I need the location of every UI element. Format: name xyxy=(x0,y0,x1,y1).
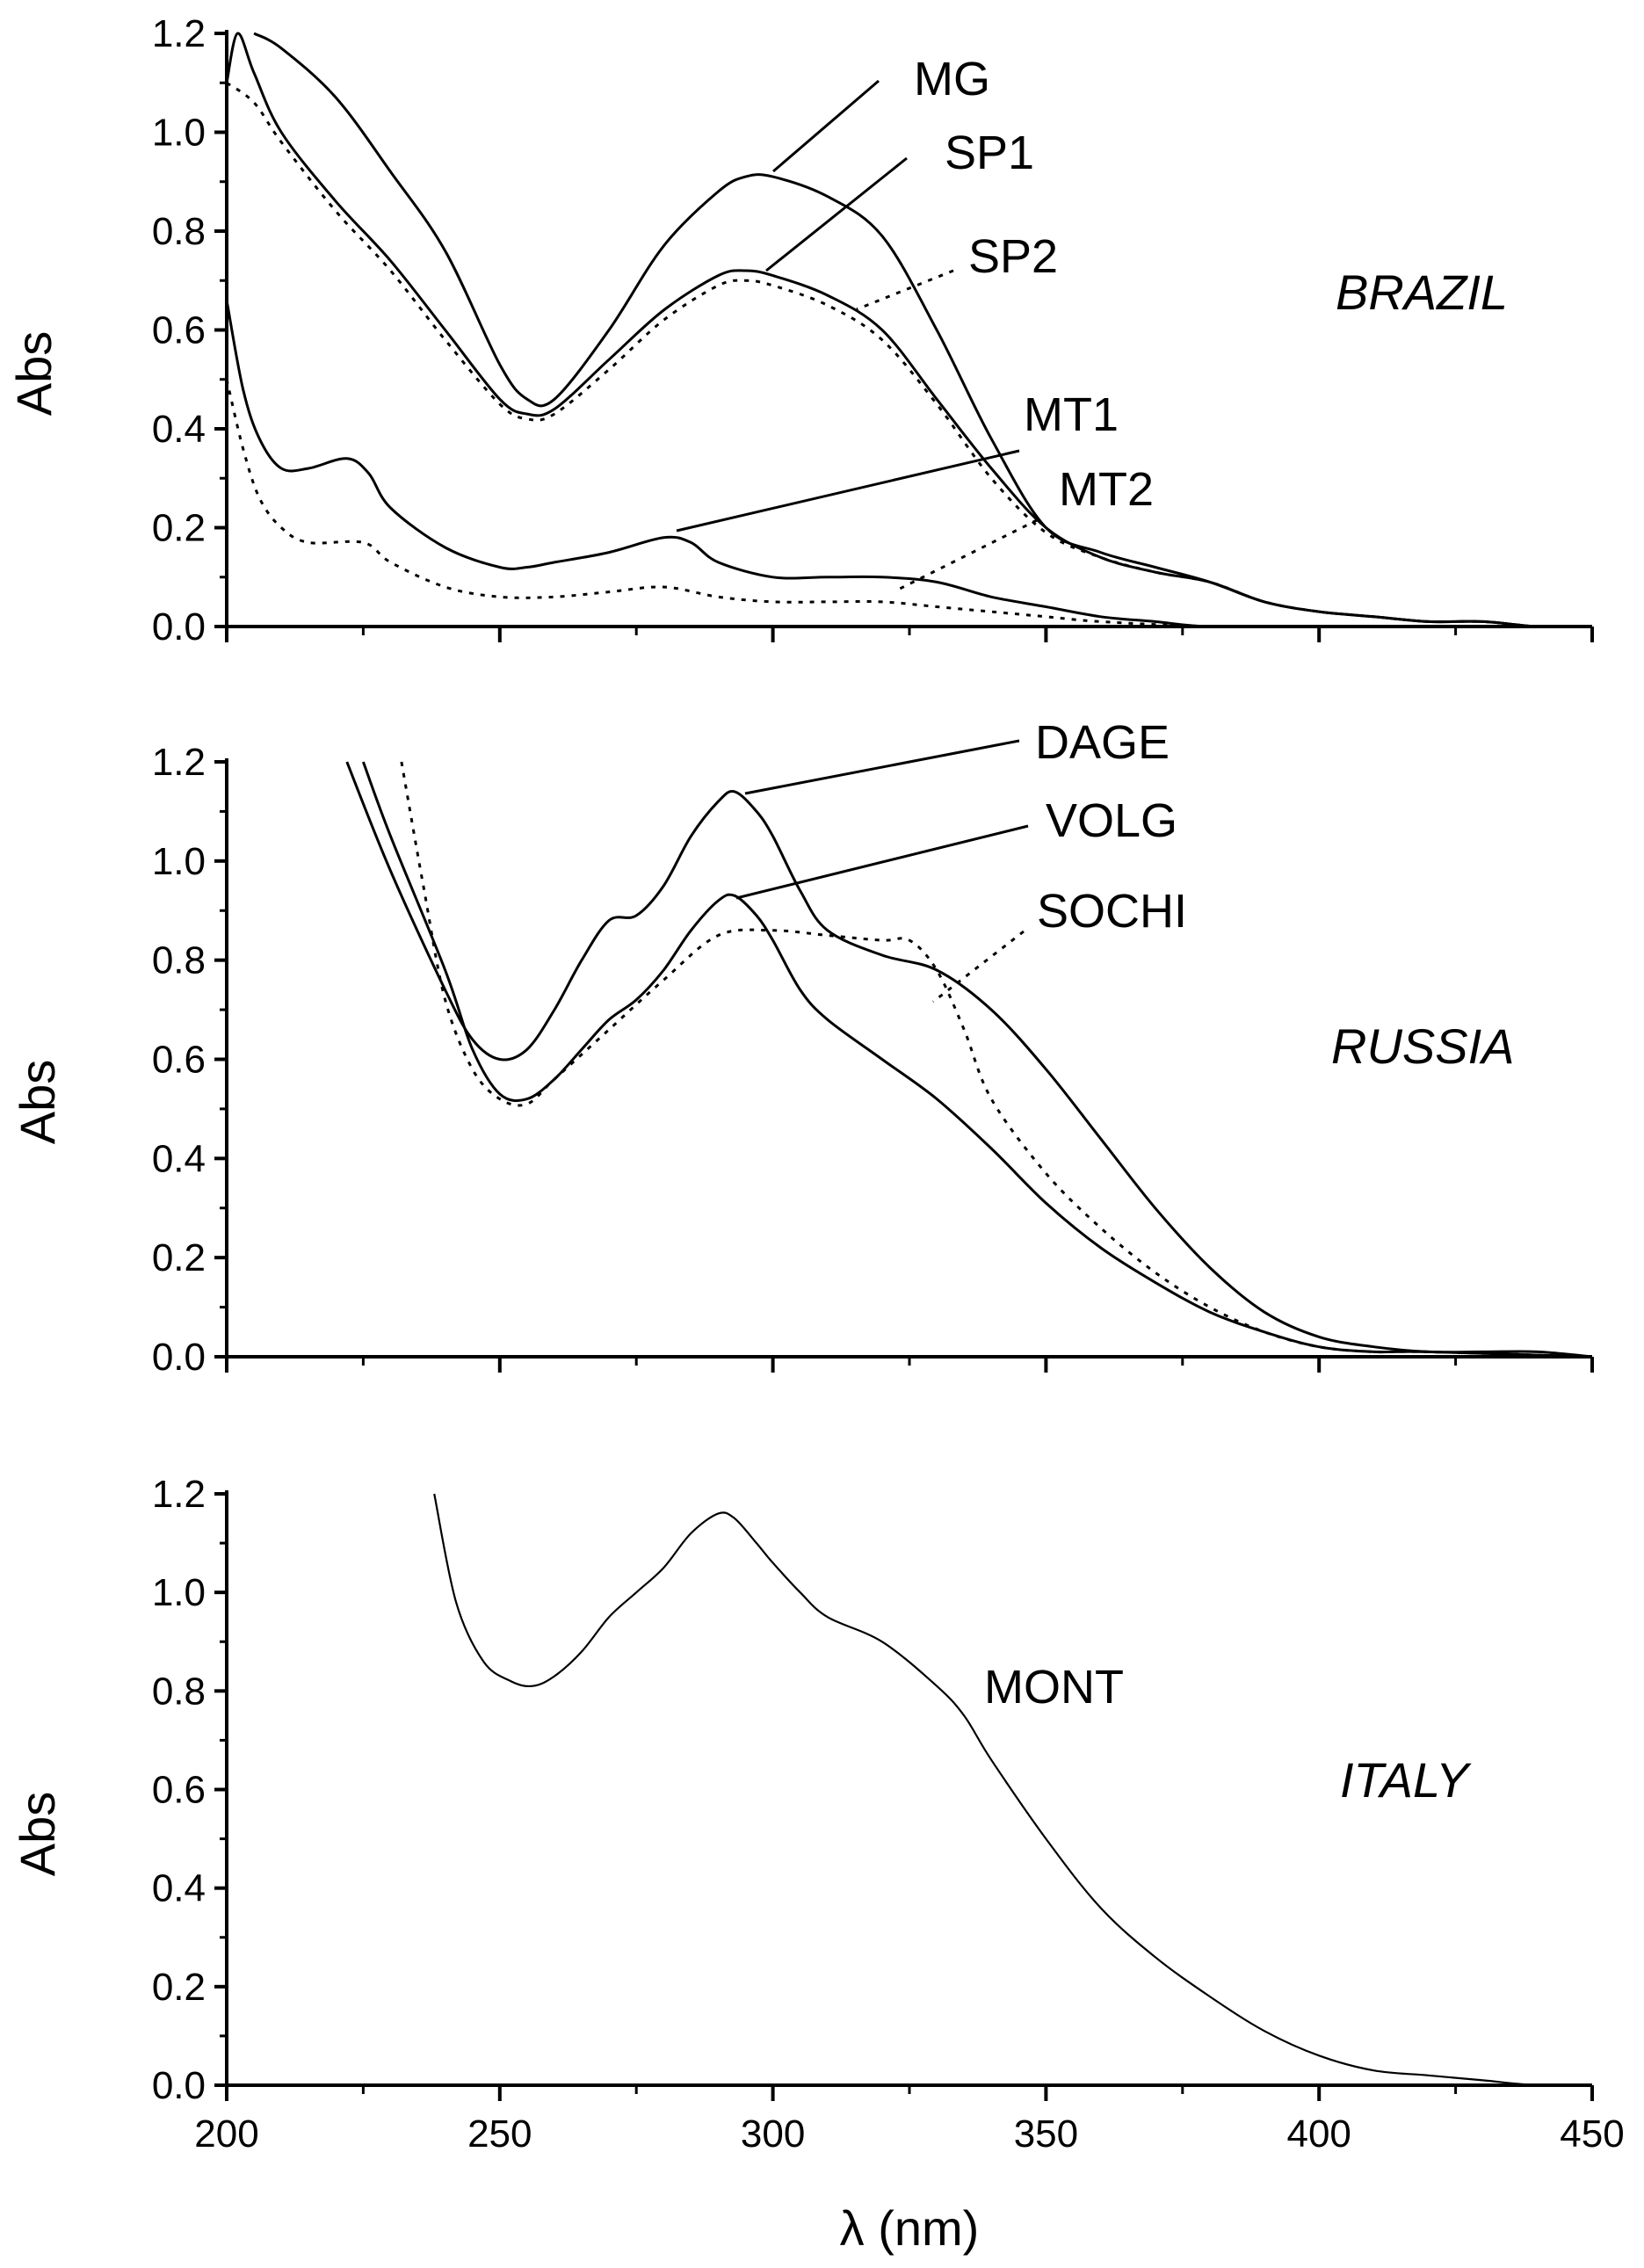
y-tick-label: 0.0 xyxy=(152,2064,206,2107)
series-line-mt2 xyxy=(227,379,1592,627)
panel-label: RUSSIA xyxy=(1331,1018,1515,1074)
leader-line-mt2 xyxy=(895,518,1038,592)
series-label-sp1: SP1 xyxy=(945,127,1034,179)
y-tick-label: 1.2 xyxy=(152,1473,206,1516)
series-label-mt2: MT2 xyxy=(1059,463,1154,516)
series-line-sochi xyxy=(400,761,1592,1357)
panel-label: ITALY xyxy=(1340,1752,1472,1808)
series-line-mont xyxy=(433,1493,1592,2085)
x-tick-label: 250 xyxy=(467,2112,532,2156)
y-tick-label: 0.4 xyxy=(152,1867,206,1910)
panel-russia: 0.0 0.2 0.4 0.6 0.8 1.0 1.2 Abs RUSSIA DAGE VOLG SO… xyxy=(10,716,1594,1379)
leader-line-dage xyxy=(744,739,1020,795)
y-tick-label: 0.4 xyxy=(152,1137,206,1180)
series-label-mont: MONT xyxy=(984,1661,1124,1714)
y-tick-label: 0.2 xyxy=(152,507,206,550)
series-line-dage xyxy=(345,761,1592,1357)
series-line-mt1 xyxy=(227,300,1592,627)
y-tick-label: 0.8 xyxy=(152,1670,206,1713)
y-axis-label: Abs xyxy=(6,331,62,417)
series-label-sp2: SP2 xyxy=(968,230,1058,283)
series-label-sochi: SOCHI xyxy=(1037,885,1187,938)
leader-line-volg xyxy=(735,824,1029,900)
series-label-volg: VOLG xyxy=(1046,794,1177,847)
y-tick-label: 0.6 xyxy=(152,1769,206,1812)
series-label-mt1: MT1 xyxy=(1024,388,1119,441)
x-axis-label: λ (nm) xyxy=(840,2200,980,2256)
panel-italy: 0.0 0.2 0.4 0.6 0.8 1.0 1.2 200 250 300 350 400 450 A… xyxy=(10,1473,1625,2256)
leader-line-mt1 xyxy=(676,449,1020,533)
panel-brazil: 0.0 0.2 0.4 0.6 0.8 1.0 1.2 Abs BRAZIL MG SP1 SP2 MT… xyxy=(6,12,1594,649)
y-tick-label: 0.2 xyxy=(152,1966,206,2009)
x-tick-label: 200 xyxy=(194,2112,258,2156)
y-tick-label: 0.4 xyxy=(152,408,206,451)
x-tick-label: 350 xyxy=(1014,2112,1078,2156)
leader-line-sochi xyxy=(932,930,1025,1004)
x-tick-label: 300 xyxy=(741,2112,805,2156)
y-tick-label: 1.0 xyxy=(152,840,206,883)
y-tick-label: 0.6 xyxy=(152,309,206,352)
y-tick-label: 0.2 xyxy=(152,1236,206,1279)
y-tick-label: 0.8 xyxy=(152,939,206,982)
x-tick-label: 400 xyxy=(1286,2112,1351,2156)
y-tick-label: 1.2 xyxy=(152,12,206,55)
y-tick-label: 1.2 xyxy=(152,741,206,784)
series-label-dage: DAGE xyxy=(1035,716,1170,769)
y-tick-label: 1.0 xyxy=(152,1571,206,1614)
leader-line-mg xyxy=(772,79,880,173)
y-tick-label: 0.8 xyxy=(152,210,206,253)
leader-line-sp1 xyxy=(765,156,908,272)
y-axis-label: Abs xyxy=(10,1060,65,1145)
y-tick-label: 0.6 xyxy=(152,1039,206,1082)
y-tick-label: 0.0 xyxy=(152,605,206,649)
y-tick-label: 0.0 xyxy=(152,1336,206,1379)
series-line-volg xyxy=(361,761,1592,1357)
series-line-mg xyxy=(253,32,1592,627)
panel-label: BRAZIL xyxy=(1336,264,1508,320)
x-tick-label: 450 xyxy=(1560,2112,1624,2156)
y-tick-label: 1.0 xyxy=(152,112,206,155)
leader-line-sp2 xyxy=(856,269,954,311)
series-line-sp2 xyxy=(227,82,1592,627)
series-label-mg: MG xyxy=(914,53,990,105)
y-axis-label: Abs xyxy=(10,1792,65,1877)
